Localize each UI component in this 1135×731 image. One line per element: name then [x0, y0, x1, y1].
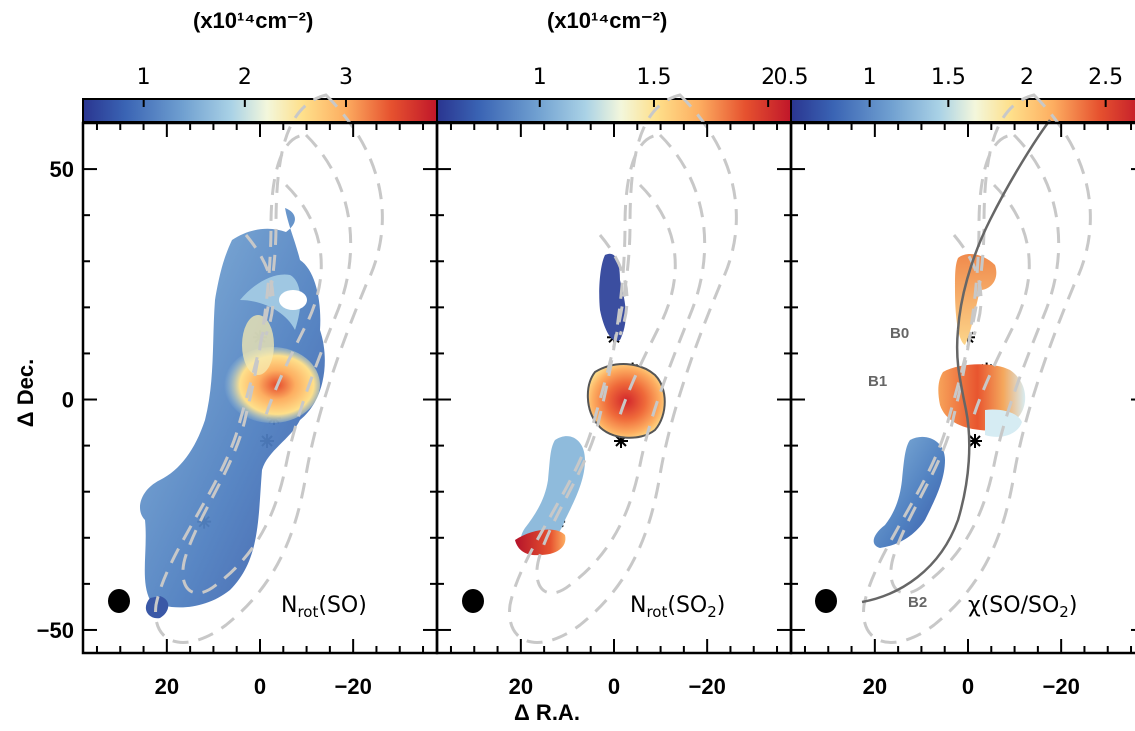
x-axis-title: Δ R.A. [514, 700, 580, 725]
colorbar-3-tick-label: 1 [863, 65, 877, 90]
panel-label-2: Nrot(SO2) [630, 593, 725, 621]
x-tick-label: −20 [334, 674, 371, 699]
y-tick-label: −50 [37, 618, 74, 643]
colorbar-unit-label-2: (x10¹⁴cm⁻²) [547, 8, 668, 33]
colorbar-unit-label-1: (x10¹⁴cm⁻²) [193, 8, 314, 33]
panel-3-emission-map [873, 254, 1026, 548]
x-tick-label: 0 [254, 674, 266, 699]
x-tick-label: 0 [962, 674, 974, 699]
panel-label-1: Nrot(SO) [281, 593, 367, 621]
colorbars: 1 2 3 1 1.5 20.5 1 1.5 2 2.5 [82, 65, 1135, 123]
colorbar-1-tick-label: 1 [137, 65, 151, 90]
colorbar-2 [436, 98, 792, 123]
y-axis-title: Δ Dec. [13, 358, 38, 428]
region-label-b1: B1 [868, 373, 887, 390]
colorbar-2-tick-label: 2 [761, 65, 775, 90]
x-tick-label: 20 [509, 674, 533, 699]
x-tick-label: 0 [608, 674, 620, 699]
x-tick-label: −20 [1042, 674, 1079, 699]
x-tick-label: −20 [688, 674, 725, 699]
panel-label-3: χ(SO/SO2) [968, 593, 1077, 621]
colorbar-2-tick-label: 1 [533, 65, 547, 90]
colorbar-3-tick-label: 0.5 [774, 65, 809, 90]
region-label-b0: B0 [890, 325, 909, 342]
panel-decorations: B0 B1 B2 Nrot(SO) Nrot(SO2) χ(SO/SO2) [108, 93, 1092, 644]
beam-ellipse-1 [108, 589, 130, 613]
y-tick-label: 50 [50, 157, 74, 182]
colorbar-3 [790, 98, 1135, 123]
panel-1-emission-map [140, 208, 325, 619]
region-label-b2: B2 [908, 594, 927, 611]
colorbar-3-tick-label: 1.5 [931, 65, 966, 90]
colorbar-2-tick-label: 1.5 [636, 65, 671, 90]
colorbar-1-tick-label: 3 [339, 65, 353, 90]
panel-2-emission-map [515, 253, 666, 556]
colorbar-3-tick-label: 2.5 [1088, 65, 1123, 90]
colorbar-3-tick-label: 2 [1020, 65, 1034, 90]
x-tick-label: 20 [863, 674, 887, 699]
colorbar-1-tick-label: 2 [238, 65, 252, 90]
y-tick-label: 0 [62, 388, 74, 413]
x-tick-label: 20 [155, 674, 179, 699]
beam-ellipse-2 [462, 589, 484, 613]
beam-ellipse-3 [815, 589, 837, 613]
precession-curve [861, 119, 1052, 604]
colorbar-1 [82, 98, 438, 123]
